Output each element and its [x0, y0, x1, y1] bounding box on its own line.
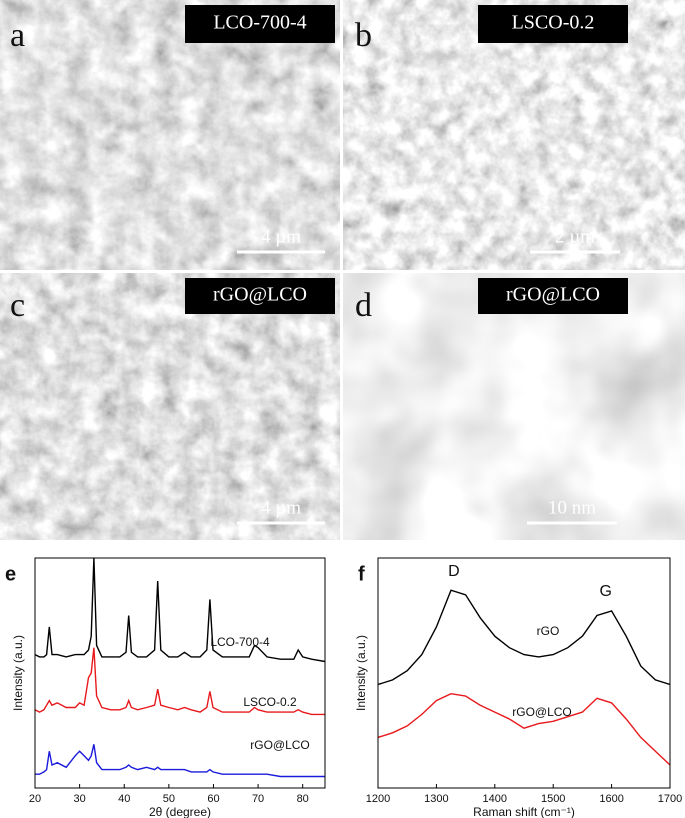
scale-label: 10 nm [548, 497, 596, 518]
x-tick-label: 1600 [599, 793, 623, 805]
x-tick-label: 30 [73, 793, 85, 805]
scale-label: 2 µm [555, 226, 595, 247]
panel-letter: d [355, 287, 372, 324]
x-tick-label: 1200 [366, 793, 390, 805]
sem-image [0, 0, 340, 270]
scale-label: 4 µm [261, 497, 301, 518]
x-tick-label: 80 [297, 793, 309, 805]
series-label: LCO-700-4 [210, 635, 270, 649]
scale-label: 4 µm [261, 226, 301, 247]
panel-letter: a [10, 17, 25, 54]
series-label: LSCO-0.2 [243, 695, 297, 709]
annotation: D [448, 563, 460, 580]
data-line [378, 692, 670, 766]
tem-image [343, 273, 685, 540]
sample-label: LSCO-0.2 [512, 12, 595, 34]
sample-label: LCO-700-4 [213, 12, 306, 34]
x-tick-label: 1300 [424, 793, 448, 805]
x-axis-label: Raman shift (cm⁻¹) [473, 805, 575, 818]
x-axis-label: 2θ (degree) [149, 805, 211, 818]
data-line [35, 744, 325, 778]
series-label: rGO [537, 624, 560, 638]
panel-letter: b [355, 17, 372, 54]
y-axis-label: Intensity (a.u.) [354, 635, 368, 711]
x-tick-label: 1500 [541, 793, 565, 805]
data-line [35, 558, 325, 663]
panel-letter: e [5, 563, 16, 585]
plot-frame [34, 557, 326, 789]
x-tick-label: 70 [252, 793, 264, 805]
x-tick-label: 20 [29, 793, 41, 805]
annotation: G [600, 583, 612, 600]
x-tick-label: 40 [118, 793, 130, 805]
x-tick-label: 1700 [658, 793, 682, 805]
panel-letter: f [358, 563, 365, 585]
label-box [478, 5, 628, 43]
x-tick-label: 1400 [483, 793, 507, 805]
data-line [35, 647, 325, 716]
series-label: rGO@LCO [250, 738, 310, 752]
sample-label: rGO@LCO [213, 284, 307, 306]
x-tick-label: 50 [163, 793, 175, 805]
label-box [478, 278, 628, 314]
data-line [378, 589, 670, 686]
label-box [185, 278, 335, 314]
y-axis-label: Intensity (a.u.) [11, 635, 25, 711]
plot-frame [377, 557, 671, 789]
panel-letter: c [10, 287, 25, 324]
x-tick-label: 60 [207, 793, 219, 805]
sem-image [343, 0, 685, 270]
sem-image [0, 273, 340, 540]
label-box [185, 5, 335, 43]
sample-label: rGO@LCO [506, 284, 600, 306]
series-label: rGO@LCO [512, 705, 572, 719]
